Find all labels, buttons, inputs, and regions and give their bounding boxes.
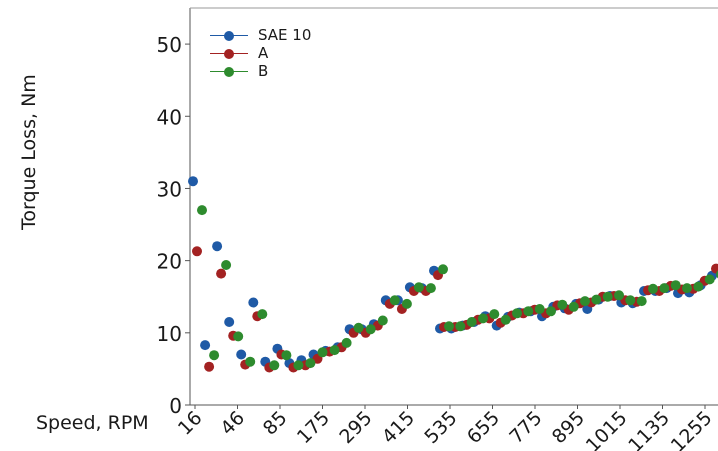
data-point-a [204,361,215,372]
data-point-b [523,306,534,317]
data-point-b [365,324,376,335]
data-point-a [711,263,718,274]
x-tick-label: 85 [259,407,292,440]
y-axis-label: Torque Loss, Nm [18,74,40,230]
data-point-b [693,281,704,292]
y-tick-label: 10 [157,322,182,346]
x-tick-label: 295 [335,407,376,448]
data-point-b [401,298,412,309]
data-point-a [216,268,227,279]
data-point-b [377,315,388,326]
data-point-b [221,260,232,270]
data-point-b [557,299,568,310]
data-point-sae10 [224,317,235,327]
data-point-b [197,205,207,216]
y-tick-label: 20 [157,250,182,274]
data-point-b [625,295,636,306]
data-point-b [281,350,292,361]
data-point-b [413,282,424,293]
x-tick-label: 775 [505,407,546,448]
x-tick-label: 1255 [667,407,717,451]
y-tick-label: 30 [157,177,182,201]
y-tick-label: 50 [157,33,182,57]
data-point-sae10 [212,241,223,252]
data-point-b [602,291,613,302]
legend-label-sae10: SAE 10 [258,26,312,44]
data-point-b [636,296,647,307]
x-tick-label: 415 [378,407,419,448]
data-point-b [580,296,590,307]
legend-marker-sae10 [224,31,234,41]
data-point-b [546,306,556,317]
data-point-b [478,313,488,324]
data-point-sae10 [248,297,259,308]
x-tick-label: 175 [293,407,334,448]
data-point-b [466,317,477,327]
data-point-b [269,360,280,371]
data-point-b [209,350,220,361]
legend-label-b: B [258,62,269,80]
data-point-b [305,358,316,369]
data-point-b [534,304,545,314]
data-point-b [317,347,328,358]
legend-label-a: A [258,44,269,62]
legend-marker-a [224,49,234,59]
y-tick-label: 40 [157,105,182,129]
data-point-b [512,308,522,319]
data-point-sae10 [236,349,247,360]
x-tick-label: 1135 [624,407,674,451]
legend: SAE 10 A B [208,26,348,81]
x-tick-label: 655 [463,407,504,448]
x-tick-label: 46 [216,407,249,440]
data-point-b [293,360,304,371]
data-point-b [659,283,670,294]
data-point-a [192,246,202,257]
data-point-b [438,264,448,275]
data-point-b [329,345,340,356]
data-point-b [670,280,681,291]
x-tick-label: 535 [420,407,461,448]
y-tick-label: 0 [169,394,182,418]
data-point-sae10 [188,176,198,187]
x-tick-label: 1015 [582,407,632,451]
legend-item-a: A [208,44,348,63]
data-point-b [614,290,624,301]
data-point-b [591,294,602,305]
data-point-b [704,274,715,285]
data-point-b [500,314,511,325]
data-point-b [389,295,400,306]
legend-item-b: B [208,62,348,81]
data-point-b [444,321,454,332]
data-point-b [353,322,364,333]
data-point-b [455,321,466,332]
data-point-b [682,283,692,294]
data-point-b [257,309,268,320]
data-point-b [233,331,244,342]
data-point-b [341,337,352,348]
legend-marker-b [224,67,234,77]
data-point-b [648,283,658,294]
data-point-sae10 [200,340,211,351]
data-point-b [425,283,436,294]
data-point-b [568,301,579,312]
data-point-b [489,309,500,320]
x-axis-label: Speed, RPM [36,412,149,434]
data-point-b [245,356,256,367]
legend-item-sae10: SAE 10 [208,26,348,45]
